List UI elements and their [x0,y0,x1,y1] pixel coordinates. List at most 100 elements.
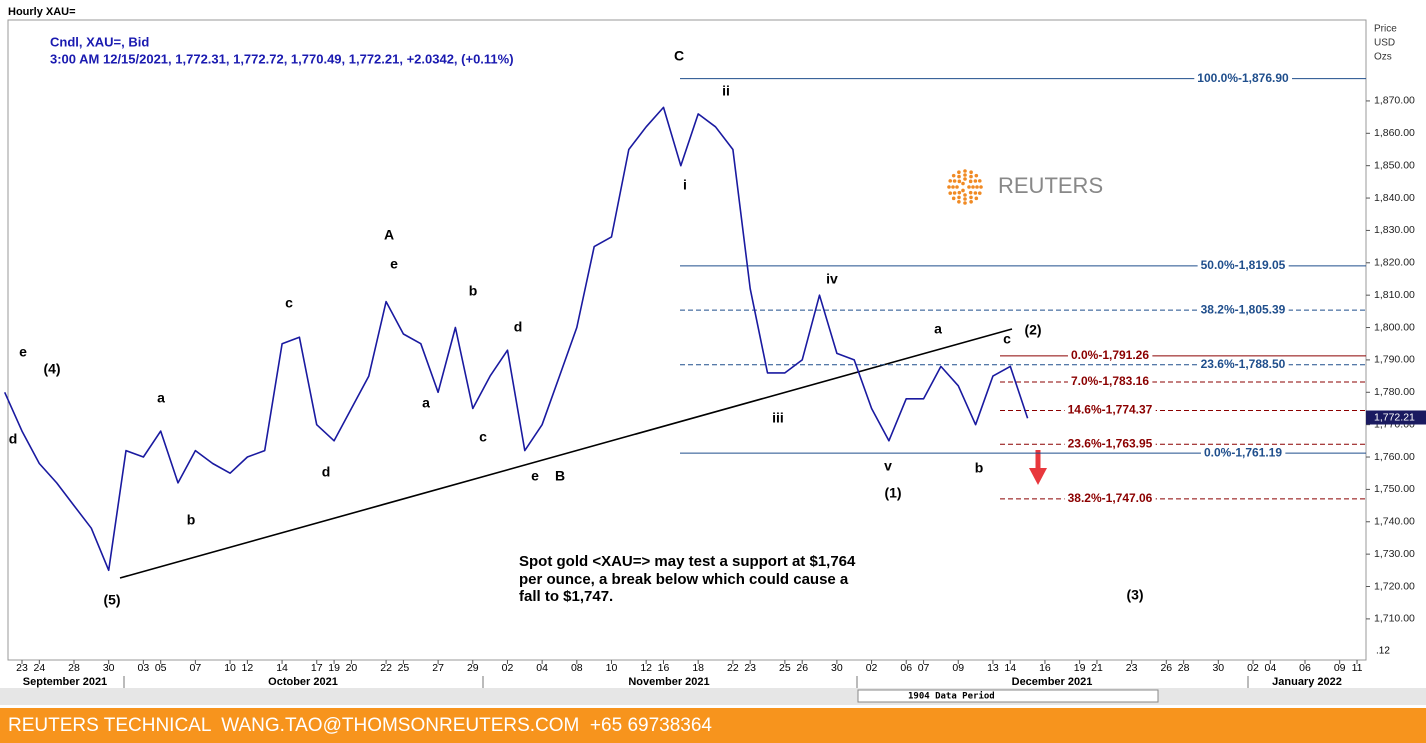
x-tick-label: 14 [276,662,288,674]
logo-dot [974,196,979,201]
logo-dot [971,185,975,189]
x-tick-label: 02 [1247,662,1259,674]
fib-label-bg [1194,70,1293,85]
wave-label: d [322,464,331,480]
x-tick-label: 10 [606,662,618,674]
x-tick-label: 10 [224,662,236,674]
logo-dot [968,179,973,184]
wave-label: C [674,48,684,64]
wave-label: c [479,429,487,445]
x-tick-label: 23 [16,662,28,674]
logo-dot [948,191,953,195]
x-tick-label: 06 [1299,662,1311,674]
logo-dot [979,185,983,189]
trendline [119,328,1013,579]
axis-header: USD [1374,38,1395,49]
logo-dot [977,179,982,183]
wave-label: e [390,256,398,272]
wave-label: (5) [103,592,120,608]
x-tick-label: 20 [346,662,358,674]
wave-label: d [514,319,523,335]
logo-dot [951,196,956,201]
logo-dot [968,190,973,195]
fib-label-bg [1067,348,1153,363]
logo-dot [974,173,979,178]
plot-frame [7,19,1367,661]
axis-header: Ozs [1374,52,1392,63]
wave-label: ii [722,83,730,99]
x-tick-label: 30 [103,662,115,674]
wave-label: (4) [43,361,60,377]
fib-label-bg [1064,491,1156,506]
x-tick-label: 23 [744,662,756,674]
wave-label: c [1003,331,1011,347]
y-tick-label: 1,790.00 [1374,354,1415,366]
x-tick-label: 05 [155,662,167,674]
logo-dot [963,197,967,201]
scrollbar[interactable] [0,688,1426,705]
logo-dot [963,169,967,173]
month-label: October 2021 [268,676,338,688]
y-tick-label: 1,860.00 [1374,127,1415,139]
logo-dot [947,185,951,189]
x-tick-label: 24 [33,662,45,674]
wave-label: b [187,512,196,528]
x-tick-label: 27 [432,662,444,674]
fib-label: 14.6%-1,774.37 [1068,403,1153,417]
y-tick-label: 1,830.00 [1374,224,1415,236]
x-tick-label: 25 [779,662,791,674]
x-tick-label: 23 [1126,662,1138,674]
logo-dot [963,193,967,197]
x-tick-label: 25 [398,662,410,674]
month-label: November 2021 [628,676,709,688]
x-tick-label: 18 [692,662,704,674]
y-tick-label: 1,820.00 [1374,257,1415,269]
x-tick-label: 12 [640,662,652,674]
fib-label: 7.0%-1,783.16 [1071,374,1149,388]
wave-label: b [975,460,984,476]
logo-dot [957,195,961,200]
fib-label: 50.0%-1,819.05 [1201,258,1286,272]
wave-label: e [531,468,539,484]
logo-mark [947,169,983,205]
wave-label: iii [772,410,784,426]
x-tick-label: 30 [831,662,843,674]
logo-dot [969,199,973,204]
x-tick-label: 11 [1352,662,1363,674]
x-tick-label: 07 [190,662,202,674]
fib-label-bg [1200,445,1286,460]
x-tick-label: 16 [658,662,670,674]
fib-label-bg [1197,356,1289,371]
fib-label-bg [1197,302,1289,317]
fib-label-bg [1064,402,1156,417]
note: fall to $1,747. [519,588,613,605]
wave-label: A [384,227,394,243]
data-period: 1904 Data Period [908,691,995,702]
footer: REUTERS TECHNICAL WANG.TAO@THOMSONREUTER… [0,708,1426,743]
x-tick-label: 21 [1091,662,1103,674]
x-tick-label: 04 [536,662,548,674]
fib-label: 0.0%-1,761.19 [1204,445,1282,459]
y-tick-label: 1,810.00 [1374,289,1415,301]
x-tick-label: 02 [502,662,514,674]
x-tick-label: 29 [467,662,479,674]
fib-label: 38.2%-1,747.06 [1068,491,1153,505]
x-tick-label: 13 [987,662,999,674]
last-price-box [1366,410,1426,425]
price-line [3,106,1029,572]
fib-label: 23.6%-1,788.50 [1201,357,1286,371]
x-tick-label: 06 [900,662,912,674]
note: per ounce, a break below which could cau… [519,571,849,588]
logo-dot [967,185,971,189]
logo-dot [957,170,961,175]
scroll-thumb[interactable] [857,689,1159,703]
x-tick-label: 22 [727,662,739,674]
logo-dot [963,201,967,205]
y-tick-label: 1,870.00 [1374,95,1415,107]
wave-label: a [422,395,430,411]
scale-end: .12 [1376,646,1390,657]
month-label: January 2022 [1272,676,1342,688]
last-price-label: 1,772.21 [1374,411,1415,423]
y-tick-label: 1,800.00 [1374,321,1415,333]
